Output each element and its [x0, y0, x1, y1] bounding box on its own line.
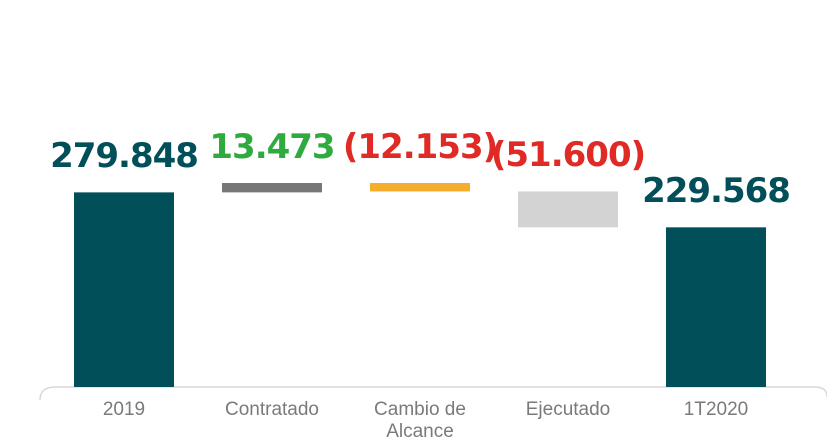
x-tick-label: Contratado [224, 399, 319, 420]
bar [666, 227, 766, 387]
x-tick-label: Cambio de Alcance [374, 399, 466, 442]
value-label: (51.600) [490, 135, 646, 176]
bar [222, 183, 322, 193]
x-tick-label: Ejecutado [525, 399, 611, 420]
bar [74, 192, 174, 387]
value-label: (12.153) [342, 127, 498, 167]
x-tick-label: 2019 [102, 399, 146, 420]
bar [518, 191, 618, 228]
value-label: 229.568 [642, 171, 791, 212]
x-tick-label: 1T2020 [683, 399, 749, 420]
baseline [39, 386, 827, 401]
value-label: 13.473 [209, 127, 335, 167]
bar [370, 183, 470, 192]
value-label: 279.848 [50, 136, 199, 177]
